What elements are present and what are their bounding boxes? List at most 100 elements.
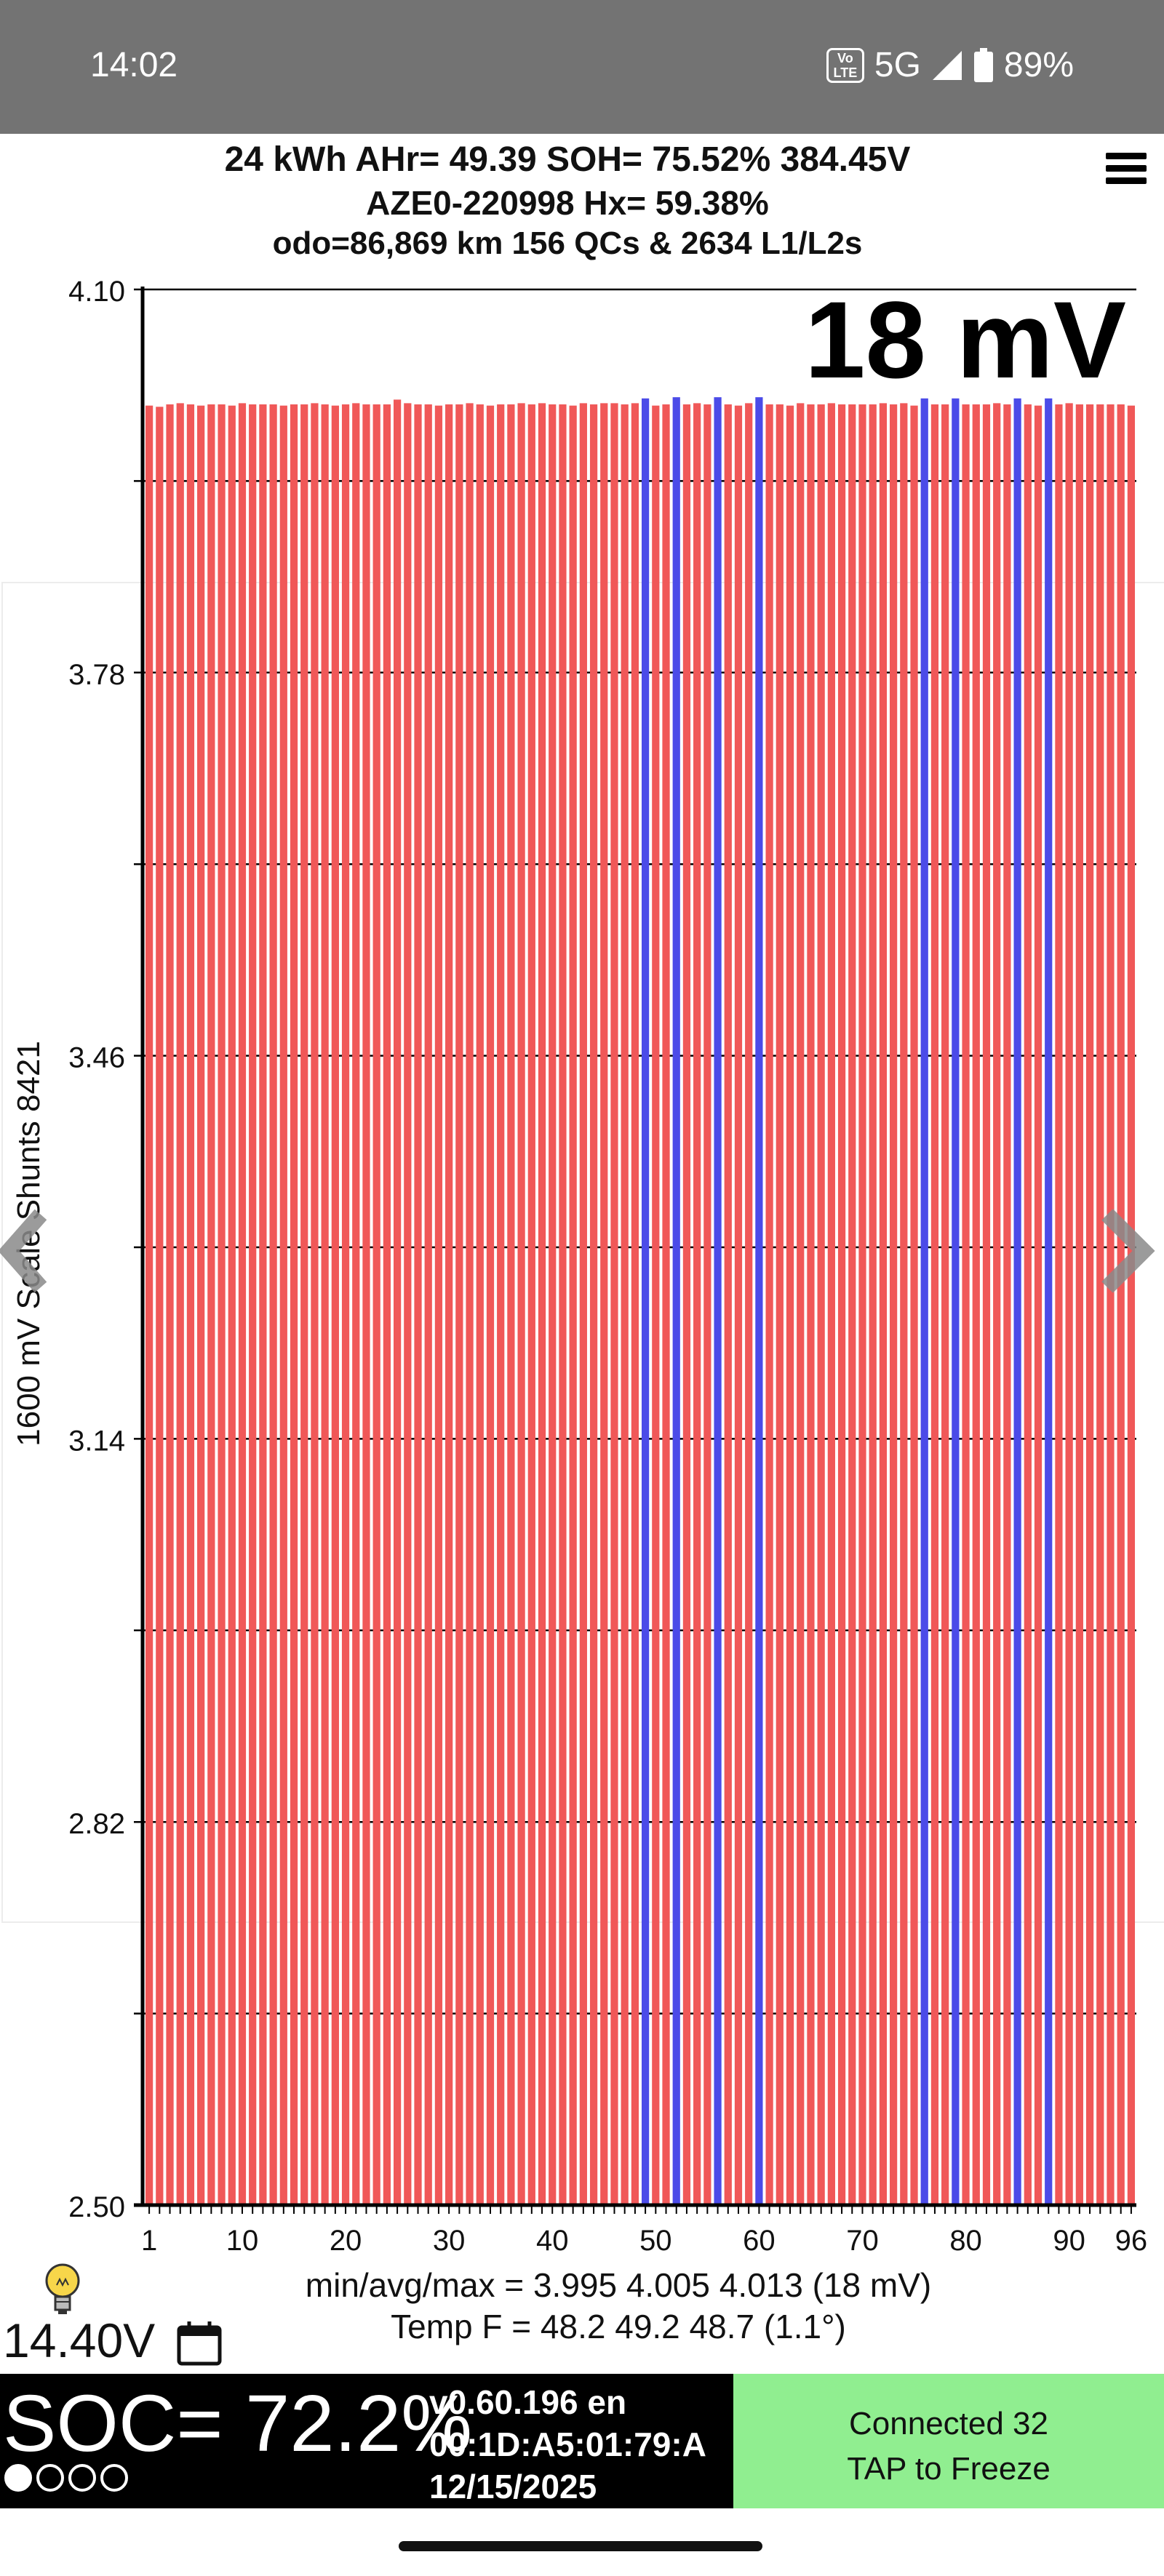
volte-icon: Vo LTE — [826, 47, 864, 83]
y-tick-label: 2.50 — [68, 2191, 125, 2223]
cell-spread-label: 18 mV — [805, 279, 1126, 401]
cell-bar — [900, 403, 908, 2205]
cell-bar — [445, 404, 453, 2205]
soc-readout: SOC= 72.2% — [3, 2379, 473, 2468]
status-time: 14:02 — [90, 46, 178, 84]
cell-bar — [549, 404, 557, 2205]
cell-bar — [848, 404, 856, 2205]
page-dot-4[interactable] — [100, 2464, 128, 2492]
cell-voltage-chart[interactable]: 2.50 2.82 3.14 3.46 3.78 4.10 1 10 20 30 40 50 60 70… — [0, 276, 1164, 2255]
battery-icon — [973, 47, 993, 82]
x-tick-label: 20 — [330, 2225, 362, 2255]
cell-bar — [786, 405, 794, 2205]
cell-bar — [858, 404, 866, 2205]
cell-bar — [218, 404, 226, 2205]
calendar-icon[interactable] — [176, 2320, 223, 2367]
signal-icon — [932, 50, 962, 80]
cell-bar — [869, 404, 877, 2205]
cell-bar — [982, 404, 991, 2205]
page-dot-1[interactable] — [4, 2464, 32, 2492]
cell-bar — [631, 403, 639, 2205]
battery-percent: 89% — [1003, 46, 1074, 84]
cell-bar — [682, 404, 691, 2205]
cell-bar — [197, 405, 205, 2205]
y-tick-label: 3.78 — [68, 659, 125, 691]
cell-bar — [331, 405, 339, 2205]
cell-bar — [404, 403, 412, 2205]
cell-bar — [207, 404, 215, 2205]
cell-bar — [434, 405, 443, 2205]
cell-bar — [517, 403, 525, 2205]
pack-summary[interactable]: 24 kWh AHr= 49.39 SOH= 75.52% 384.45V AZ… — [0, 138, 1135, 263]
x-tick-label: 80 — [949, 2225, 982, 2255]
cell-bar-shunt — [641, 398, 650, 2205]
hamburger-menu-icon[interactable] — [1106, 153, 1147, 185]
cell-bar — [538, 403, 546, 2205]
cell-bar-shunt — [952, 398, 960, 2205]
cell-bar — [1034, 405, 1043, 2205]
cell-bar-shunt — [920, 398, 928, 2205]
x-tick-label: 50 — [639, 2225, 672, 2255]
cell-bar — [393, 399, 402, 2205]
chart-y-ticks: 2.50 2.82 3.14 3.46 3.78 4.10 — [68, 276, 125, 2223]
cell-bar — [724, 404, 732, 2205]
network-type: 5G — [874, 46, 921, 84]
chart-x-ticks: 1 10 20 30 40 50 60 70 80 90 96 — [141, 2205, 1147, 2255]
cell-bar — [279, 405, 287, 2205]
cell-bar — [827, 403, 835, 2205]
pack-summary-line2: AZE0-220998 Hx= 59.38% — [366, 184, 769, 222]
pack-summary-line3: odo=86,869 km 156 QCs & 2634 L1/L2s — [272, 225, 863, 261]
cell-bar — [745, 403, 753, 2205]
y-tick-label: 3.14 — [68, 1425, 125, 1457]
x-tick-label: 60 — [743, 2225, 776, 2255]
cell-bar — [621, 404, 629, 2205]
cell-bar — [497, 404, 505, 2205]
cell-bar — [507, 404, 515, 2205]
home-gesture-handle[interactable] — [399, 2541, 762, 2551]
page-dots[interactable] — [4, 2464, 128, 2492]
cell-bar — [476, 404, 484, 2205]
cell-bar — [734, 405, 743, 2205]
x-tick-label: 96 — [1115, 2225, 1148, 2255]
cell-bar — [879, 403, 888, 2205]
cell-bar — [383, 404, 391, 2205]
cell-bar — [466, 403, 474, 2205]
cell-bar — [765, 404, 773, 2205]
cell-bar — [300, 404, 308, 2205]
cell-bar — [579, 403, 587, 2205]
cell-bar — [269, 404, 277, 2205]
cell-bar — [662, 404, 670, 2205]
x-tick-label: 30 — [433, 2225, 466, 2255]
chevron-left-icon[interactable] — [0, 1200, 51, 1302]
cell-bar — [1127, 405, 1136, 2205]
cell-bar-shunt — [1013, 398, 1021, 2205]
cell-bar — [600, 403, 608, 2205]
cell-bar — [910, 405, 918, 2205]
chevron-right-icon[interactable] — [1091, 1200, 1164, 1302]
x-tick-label: 1 — [141, 2225, 157, 2255]
cell-bar — [321, 404, 329, 2205]
cell-bar — [1096, 404, 1104, 2205]
cell-bar — [527, 404, 535, 2205]
x-tick-label: 40 — [536, 2225, 569, 2255]
y-tick-label: 4.10 — [68, 276, 125, 308]
chart-bars — [145, 397, 1136, 2205]
cell-bar — [186, 404, 195, 2205]
cell-bar — [362, 404, 370, 2205]
x-tick-label: 90 — [1053, 2225, 1085, 2255]
connect-freeze-button[interactable]: Connected 32 TAP to Freeze — [733, 2374, 1164, 2509]
cell-bar-shunt — [1045, 398, 1053, 2205]
status-icons: Vo LTE 5G 89% — [826, 45, 1074, 85]
x-tick-label: 70 — [846, 2225, 879, 2255]
cell-bar — [1065, 403, 1073, 2205]
cell-bar — [341, 404, 350, 2205]
y-tick-label: 2.82 — [68, 1808, 125, 1840]
page-dot-2[interactable] — [36, 2464, 64, 2492]
cell-bar — [993, 403, 1001, 2205]
cell-bar — [455, 404, 463, 2205]
cell-bar — [372, 404, 380, 2205]
page-dot-3[interactable] — [68, 2464, 96, 2492]
cell-bar — [589, 404, 598, 2205]
cell-bar — [837, 404, 846, 2205]
lightbulb-icon[interactable] — [41, 2260, 84, 2326]
